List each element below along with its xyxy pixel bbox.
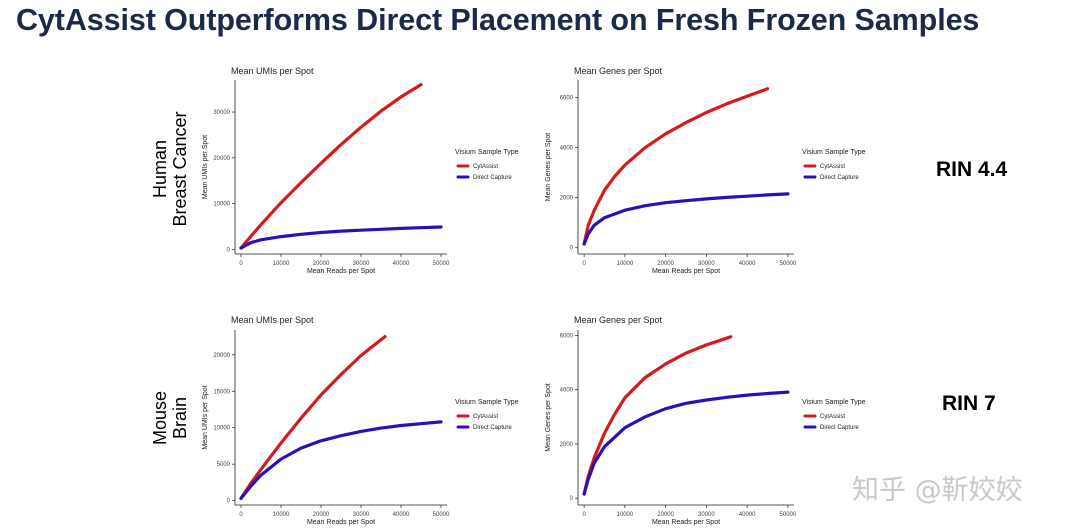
x-tick-label: 20000 — [657, 512, 674, 518]
chart-title: Mean Genes per Spot — [574, 315, 663, 325]
x-axis-label: Mean Reads per Spot — [307, 519, 375, 526]
x-axis-label: Mean Reads per Spot — [307, 268, 375, 275]
y-tick-label: 4000 — [560, 388, 574, 394]
x-tick-label: 50000 — [433, 261, 450, 267]
y-tick-label: 2000 — [560, 442, 574, 448]
x-tick-label: 40000 — [393, 261, 410, 267]
x-tick-label: 50000 — [780, 512, 797, 518]
x-tick-label: 0 — [582, 512, 586, 518]
legend-label-cytassist: CytAssist — [473, 414, 498, 420]
row-label-line: Human — [150, 139, 170, 199]
x-tick-label: 50000 — [433, 512, 450, 518]
row-label-line: Mouse — [150, 390, 170, 446]
legend-label-direct-capture: Direct Capture — [820, 175, 859, 181]
x-axis-label: Mean Reads per Spot — [652, 268, 720, 275]
y-tick-label: 15000 — [213, 389, 230, 395]
legend-label-cytassist: CytAssist — [820, 164, 845, 170]
y-axis-label: Mean UMIs per Spot — [202, 135, 209, 199]
x-tick-label: 10000 — [273, 512, 290, 518]
rin-label-bottom: RIN 7 — [942, 392, 996, 415]
series-line-cytassist — [239, 83, 423, 250]
series-line-direct-capture — [582, 192, 790, 246]
chart-umis-breast-cancer: Mean UMIs per Spot 0 10000 20000 30000 40000 5… — [202, 66, 519, 275]
x-tick-label: 0 — [239, 512, 243, 518]
y-tick-label: 4000 — [560, 146, 574, 152]
series-line-cytassist — [582, 87, 770, 246]
x-tick-label: 0 — [239, 261, 243, 267]
x-tick-label: 20000 — [313, 512, 330, 518]
series-line-direct-capture — [239, 225, 443, 250]
x-tick-label: 50000 — [780, 261, 797, 267]
x-tick-label: 40000 — [739, 261, 756, 267]
y-tick-label: 2000 — [560, 196, 574, 202]
series-line-direct-capture — [582, 390, 790, 496]
y-tick-label: 20000 — [213, 353, 230, 359]
series-line-direct-capture — [239, 420, 443, 500]
x-tick-label: 30000 — [698, 261, 715, 267]
rin-label-top: RIN 4.4 — [936, 158, 1008, 181]
legend-label-cytassist: CytAssist — [820, 414, 845, 420]
y-axis-label: Mean Genes per Spot — [545, 133, 552, 202]
y-tick-label: 6000 — [560, 333, 574, 339]
y-tick-label: 0 — [227, 247, 231, 253]
row-label-human-breast-cancer: Human Breast Cancer — [150, 104, 192, 234]
y-tick-label: 6000 — [560, 96, 574, 102]
legend-title: Visium Sample Type — [802, 399, 866, 406]
row-label-line: Brain — [170, 396, 190, 440]
x-axis-label: Mean Reads per Spot — [652, 519, 720, 526]
chart-title: Mean Genes per Spot — [574, 66, 663, 76]
chart-title: Mean UMIs per Spot — [231, 66, 314, 76]
y-tick-label: 10000 — [213, 426, 230, 432]
x-tick-label: 30000 — [698, 512, 715, 518]
x-tick-label: 40000 — [393, 512, 410, 518]
y-axis-label: Mean Genes per Spot — [545, 383, 552, 452]
y-tick-label: 0 — [227, 499, 231, 505]
y-tick-label: 0 — [570, 246, 574, 252]
legend-label-direct-capture: Direct Capture — [820, 425, 859, 431]
page-title: CytAssist Outperforms Direct Placement o… — [16, 3, 980, 37]
x-tick-label: 20000 — [657, 261, 674, 267]
y-tick-label: 30000 — [213, 110, 230, 116]
y-tick-label: 20000 — [213, 156, 230, 162]
y-axis-label: Mean UMIs per Spot — [202, 385, 209, 449]
chart-title: Mean UMIs per Spot — [231, 315, 314, 325]
chart-umis-mouse-brain: Mean UMIs per Spot 0 10000 20000 30000 40000 5… — [202, 315, 519, 526]
x-tick-label: 20000 — [313, 261, 330, 267]
x-tick-label: 30000 — [353, 512, 370, 518]
x-tick-label: 10000 — [617, 512, 634, 518]
x-tick-label: 10000 — [273, 261, 290, 267]
series-line-cytassist — [582, 335, 733, 496]
y-tick-label: 5000 — [217, 462, 231, 468]
legend-title: Visium Sample Type — [802, 149, 866, 156]
x-tick-label: 40000 — [739, 512, 756, 518]
legend-label-cytassist: CytAssist — [473, 164, 498, 170]
x-tick-label: 0 — [582, 261, 586, 267]
legend-title: Visium Sample Type — [455, 399, 519, 406]
x-tick-label: 30000 — [353, 261, 370, 267]
row-label-line: Breast Cancer — [170, 111, 190, 227]
legend-label-direct-capture: Direct Capture — [473, 425, 512, 431]
row-label-mouse-brain: Mouse Brain — [150, 353, 192, 483]
x-tick-label: 10000 — [617, 261, 634, 267]
series-line-cytassist — [239, 335, 387, 500]
y-tick-label: 0 — [570, 496, 574, 502]
legend-label-direct-capture: Direct Capture — [473, 175, 512, 181]
y-tick-label: 10000 — [213, 202, 230, 208]
legend-title: Visium Sample Type — [455, 149, 519, 156]
watermark: 知乎 @靳姣姣 — [852, 475, 1023, 506]
